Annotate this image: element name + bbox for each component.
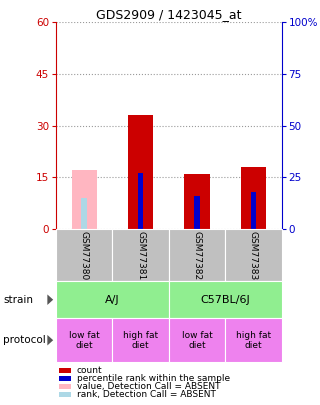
Text: high fat
diet: high fat diet <box>236 330 271 350</box>
Text: protocol: protocol <box>3 335 46 345</box>
Text: strain: strain <box>3 295 33 305</box>
Text: GSM77381: GSM77381 <box>136 230 145 280</box>
Bar <box>71 170 97 229</box>
Title: GDS2909 / 1423045_at: GDS2909 / 1423045_at <box>96 8 242 21</box>
Text: rank, Detection Call = ABSENT: rank, Detection Call = ABSENT <box>77 390 216 399</box>
Text: GSM77382: GSM77382 <box>193 230 202 280</box>
Text: GSM77380: GSM77380 <box>80 230 89 280</box>
Text: percentile rank within the sample: percentile rank within the sample <box>77 374 230 383</box>
Bar <box>251 192 256 229</box>
Bar <box>138 173 143 229</box>
Bar <box>184 174 210 229</box>
Bar <box>81 198 87 229</box>
Bar <box>241 167 266 229</box>
Bar <box>194 196 200 229</box>
Text: low fat
diet: low fat diet <box>182 330 212 350</box>
Text: C57BL/6J: C57BL/6J <box>200 295 250 305</box>
Bar <box>128 115 153 229</box>
Text: low fat
diet: low fat diet <box>69 330 100 350</box>
Text: value, Detection Call = ABSENT: value, Detection Call = ABSENT <box>77 382 220 391</box>
Text: GSM77383: GSM77383 <box>249 230 258 280</box>
Text: high fat
diet: high fat diet <box>123 330 158 350</box>
Text: count: count <box>77 366 102 375</box>
Text: A/J: A/J <box>105 295 120 305</box>
